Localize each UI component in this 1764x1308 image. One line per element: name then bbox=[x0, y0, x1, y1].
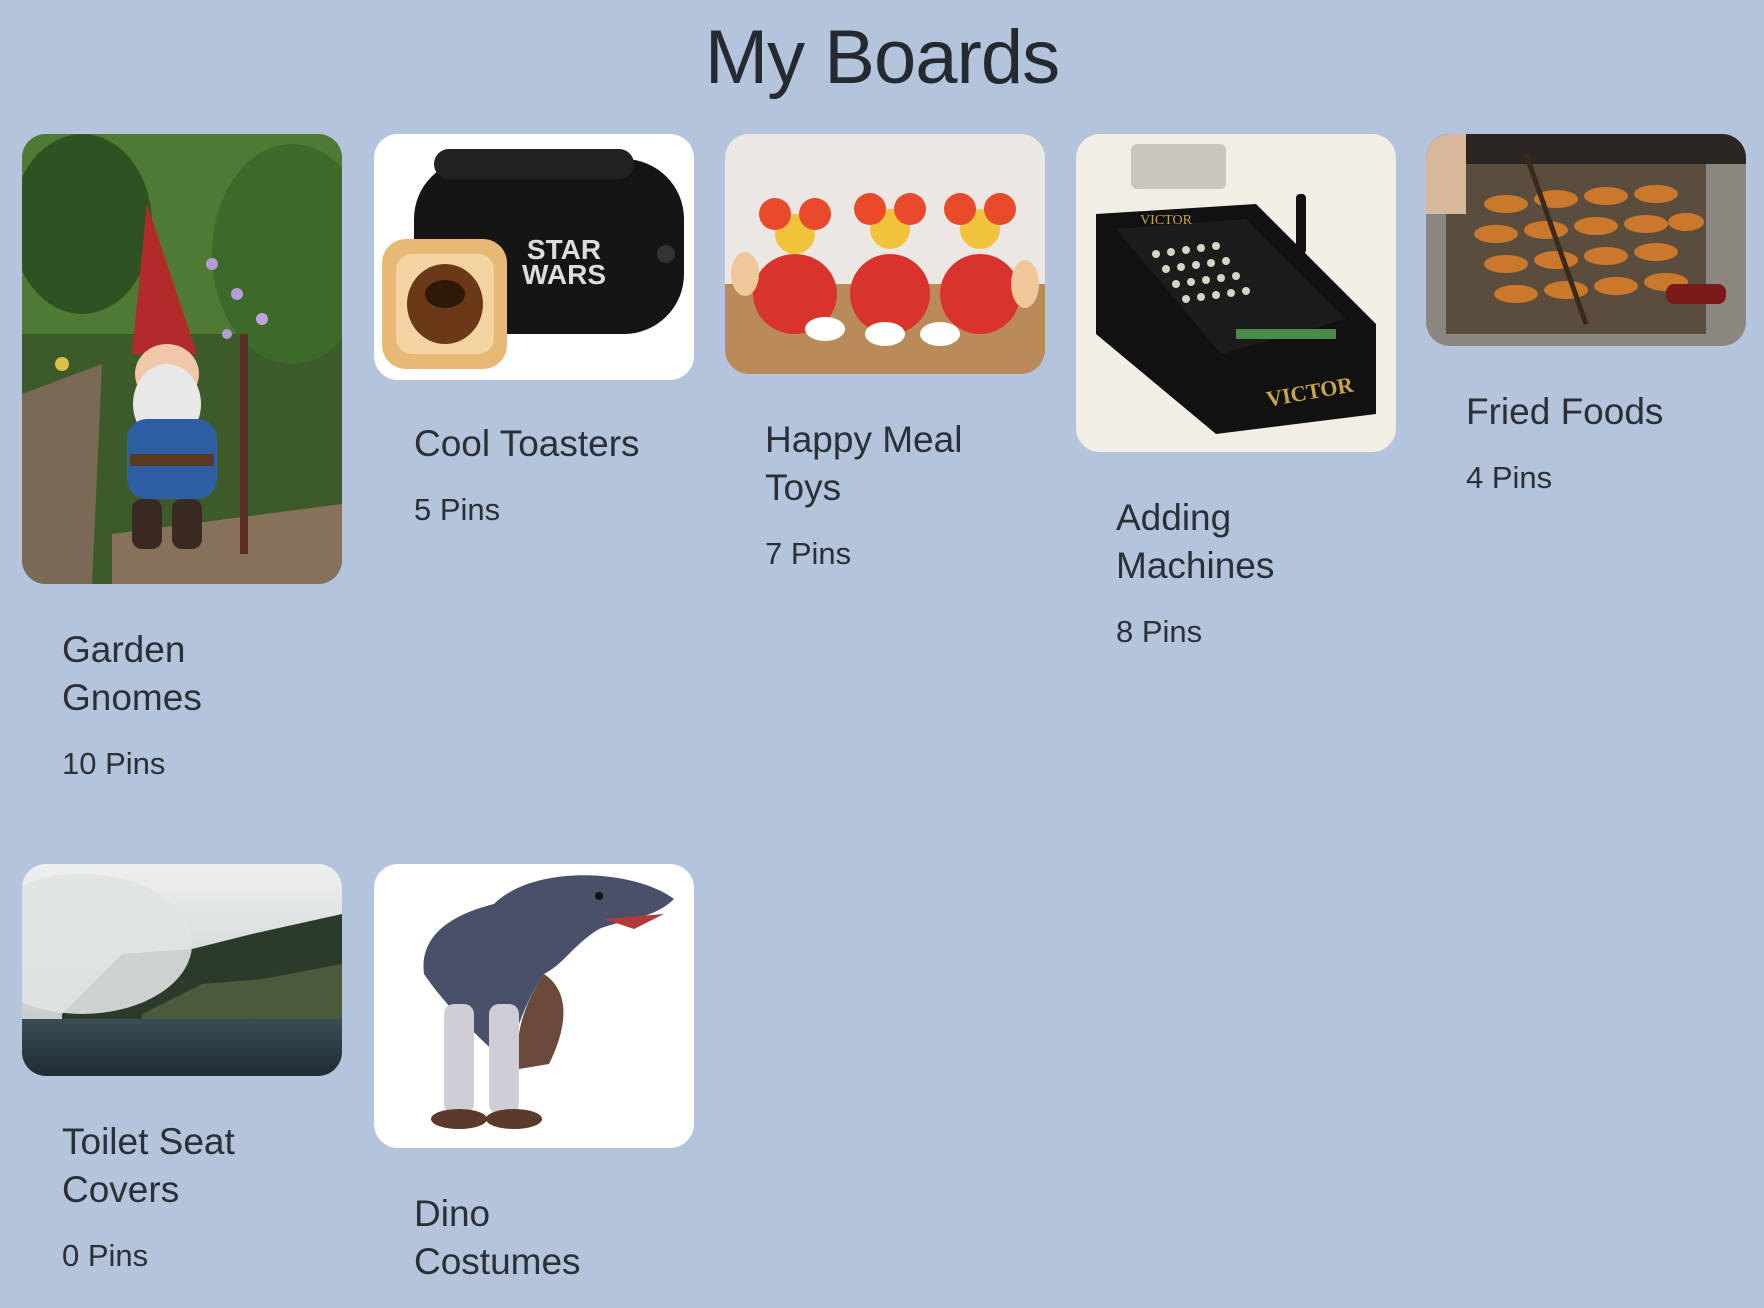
board-name: Garden Gnomes bbox=[62, 629, 202, 718]
board-pin-count: 0 Pins bbox=[62, 1238, 149, 1273]
board-card-garden-gnomes[interactable]: Garden Gnomes 10 Pins bbox=[22, 134, 342, 784]
board-pin-count: 7 Pins bbox=[765, 536, 852, 571]
deep-fryer-photo bbox=[1426, 134, 1746, 346]
board-name: Fried Foods bbox=[1466, 391, 1664, 432]
board-card-cool-toasters[interactable]: STAR WARS Cool Toasters 5 Pins bbox=[374, 134, 694, 530]
dinosaur-costume-photo bbox=[374, 864, 694, 1148]
svg-text:VICTOR: VICTOR bbox=[1140, 213, 1193, 228]
board-card-happy-meal-toys[interactable]: Happy Meal Toys 7 Pins bbox=[725, 134, 1045, 574]
board-cover-image[interactable] bbox=[22, 134, 342, 584]
board-card-dino-costumes[interactable]: Dino Costumes bbox=[374, 864, 694, 1308]
victor-adding-machine-photo: VICTOR VICTOR bbox=[1076, 134, 1396, 452]
board-name: Toilet Seat Covers bbox=[62, 1121, 235, 1210]
board-cover-image[interactable] bbox=[22, 864, 342, 1076]
board-card-toilet-seat-covers[interactable]: Toilet Seat Covers 0 Pins bbox=[22, 864, 342, 1276]
board-cover-image[interactable] bbox=[725, 134, 1045, 374]
page-title: My Boards bbox=[704, 15, 1060, 100]
board-name: Cool Toasters bbox=[414, 423, 640, 464]
board-pin-count: 8 Pins bbox=[1116, 614, 1203, 649]
board-pin-count: 10 Pins bbox=[62, 746, 166, 781]
happy-meal-toys-photo bbox=[725, 134, 1045, 374]
misty-lake-photo bbox=[22, 864, 342, 1076]
board-pin-count: 5 Pins bbox=[414, 492, 501, 527]
svg-text:STAR: STAR bbox=[527, 234, 601, 265]
board-card-adding-machines[interactable]: VICTOR VICTOR Adding Machines 8 Pins bbox=[1076, 134, 1396, 652]
svg-text:WARS: WARS bbox=[522, 259, 606, 290]
board-pin-count: 4 Pins bbox=[1466, 460, 1553, 495]
board-cover-image[interactable] bbox=[374, 864, 694, 1148]
star-wars-toaster-photo: STAR WARS bbox=[374, 134, 694, 380]
garden-gnome-photo bbox=[22, 134, 342, 584]
board-cover-image[interactable]: VICTOR VICTOR bbox=[1076, 134, 1396, 452]
board-name: Happy Meal Toys bbox=[765, 419, 963, 508]
board-name: Adding Machines bbox=[1116, 497, 1275, 586]
board-name: Dino Costumes bbox=[414, 1193, 581, 1282]
board-cover-image[interactable]: STAR WARS bbox=[374, 134, 694, 380]
board-card-fried-foods[interactable]: Fried Foods 4 Pins bbox=[1426, 134, 1746, 498]
board-cover-image[interactable] bbox=[1426, 134, 1746, 346]
